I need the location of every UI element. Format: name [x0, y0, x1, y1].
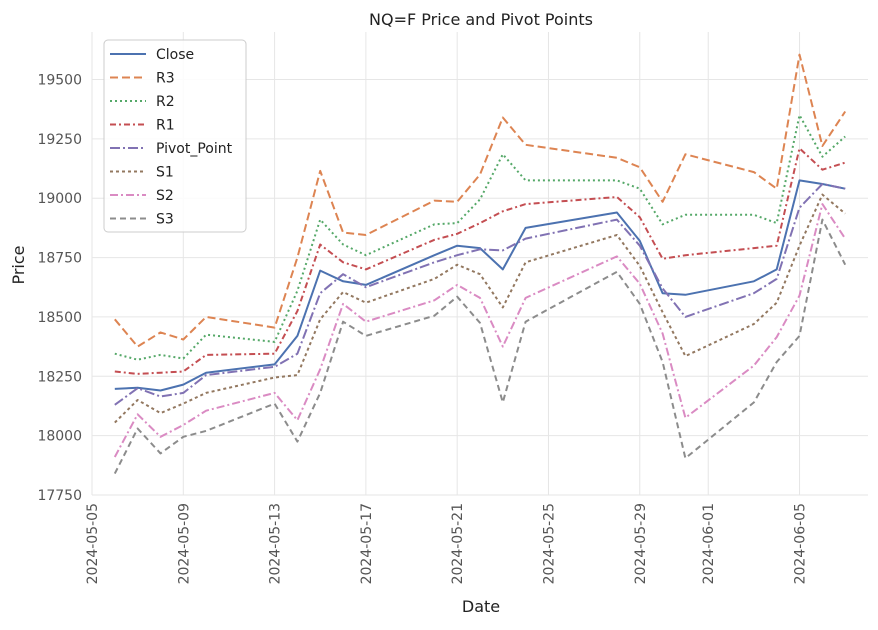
legend-label: R2	[156, 94, 175, 110]
y-tick-label: 18000	[37, 429, 82, 445]
series-lines	[113, 53, 847, 475]
legend-label: Close	[156, 47, 194, 63]
chart-title: NQ=F Price and Pivot Points	[369, 10, 593, 29]
y-axis-label: Price	[9, 245, 28, 284]
x-tick-label: 2024-05-29	[633, 503, 649, 584]
legend-box	[103, 39, 247, 233]
series-line-pivot-point	[114, 183, 846, 406]
x-tick-label: 2024-06-01	[701, 503, 717, 584]
x-tick-label: 2024-05-25	[541, 503, 557, 584]
series-line-close	[114, 179, 846, 392]
x-tick-label: 2024-06-05	[793, 503, 809, 584]
y-tick-label: 18750	[37, 251, 82, 267]
legend-label: R3	[156, 71, 175, 87]
x-axis-label: Date	[462, 597, 500, 616]
x-tick-label: 2024-05-17	[359, 503, 375, 584]
legend-label: R1	[156, 118, 175, 134]
series-line-s1	[114, 193, 846, 424]
y-tick-label: 19500	[37, 72, 82, 88]
x-tick-label: 2024-05-13	[268, 503, 284, 584]
series-line-s2	[113, 203, 847, 458]
legend-label: S3	[156, 212, 174, 228]
y-tick-label: 17750	[37, 488, 82, 504]
legend-label: Pivot_Point	[156, 141, 233, 157]
series-line-r2	[114, 114, 846, 361]
x-tick-label: 2024-05-05	[85, 503, 101, 584]
series-line-s3	[113, 218, 847, 475]
axes: 17750 18000 18250 18500 18750 19000 19250 19500…	[37, 72, 808, 584]
legend-label: S2	[156, 188, 174, 204]
series-line-r3	[114, 53, 847, 348]
y-tick-label: 19250	[37, 132, 82, 148]
x-tick-label: 2024-05-09	[176, 503, 192, 584]
legend: Close R3 R2 R1 Pivot_Point S1 S2 S3	[103, 39, 247, 233]
x-tick-label: 2024-05-21	[450, 503, 466, 584]
series-line-r1	[114, 147, 846, 375]
legend-label: S1	[156, 165, 174, 181]
y-tick-label: 18250	[37, 369, 82, 385]
y-tick-label: 19000	[37, 191, 82, 207]
y-tick-label: 18500	[37, 310, 82, 326]
